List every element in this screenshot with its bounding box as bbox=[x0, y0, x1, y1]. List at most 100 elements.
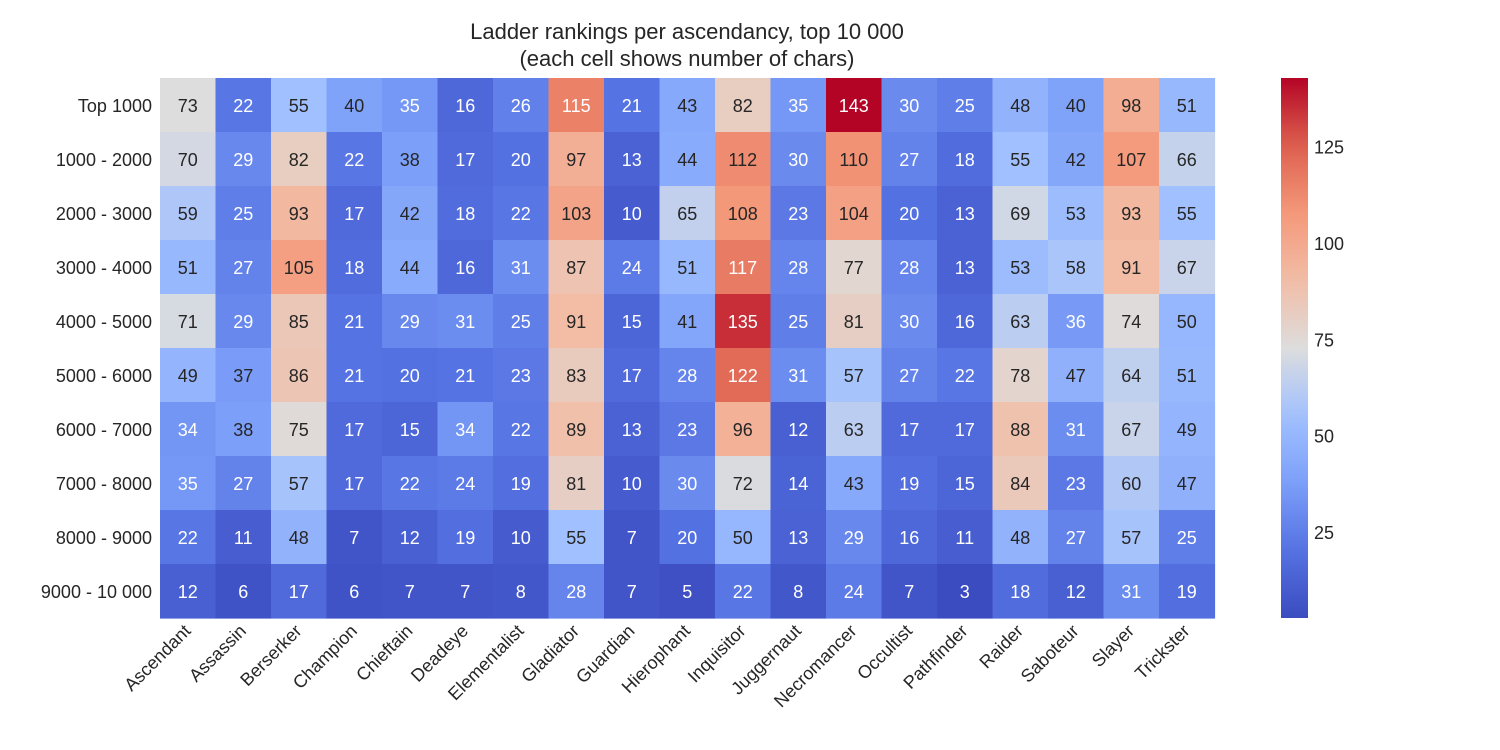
x-tick-label: Raider bbox=[975, 621, 1027, 673]
heatmap-cell bbox=[1103, 294, 1160, 349]
heatmap-cell bbox=[1159, 402, 1216, 457]
cell-value-label: 11 bbox=[234, 528, 253, 548]
cell-value-label: 44 bbox=[400, 258, 420, 278]
heatmap-cell bbox=[215, 294, 272, 349]
cell-value-label: 51 bbox=[677, 258, 697, 278]
heatmap-cell bbox=[1159, 348, 1216, 403]
heatmap-cell bbox=[1159, 456, 1216, 511]
cell-value-label: 63 bbox=[1010, 312, 1030, 332]
heatmap-cell bbox=[715, 78, 772, 133]
cell-value-label: 22 bbox=[400, 474, 420, 494]
heatmap-cell bbox=[160, 78, 217, 133]
cell-value-label: 104 bbox=[839, 204, 869, 224]
cell-value-label: 47 bbox=[1177, 474, 1197, 494]
heatmap-cell bbox=[770, 78, 827, 133]
cell-value-label: 11 bbox=[955, 528, 974, 548]
cell-value-label: 98 bbox=[1121, 96, 1141, 116]
cell-value-label: 89 bbox=[566, 420, 586, 440]
cell-value-label: 17 bbox=[344, 204, 364, 224]
cell-value-label: 27 bbox=[899, 150, 919, 170]
cell-value-label: 93 bbox=[1121, 204, 1141, 224]
cell-value-label: 19 bbox=[511, 474, 531, 494]
cell-value-label: 18 bbox=[344, 258, 364, 278]
heatmap-cell bbox=[1048, 186, 1105, 241]
heatmap-cell bbox=[1159, 132, 1216, 187]
cell-value-label: 18 bbox=[955, 150, 975, 170]
heatmap-cell bbox=[826, 186, 883, 241]
cell-value-label: 43 bbox=[677, 96, 697, 116]
heatmap-cell bbox=[493, 456, 550, 511]
heatmap-cell bbox=[992, 240, 1049, 295]
cell-value-label: 57 bbox=[289, 474, 309, 494]
heatmap-cell bbox=[437, 456, 494, 511]
cell-value-label: 117 bbox=[728, 258, 757, 278]
heatmap-cell bbox=[1048, 78, 1105, 133]
heatmap-cell bbox=[382, 348, 439, 403]
heatmap-cell bbox=[1103, 186, 1160, 241]
colorbar bbox=[1281, 78, 1308, 618]
heatmap-cell bbox=[1159, 510, 1216, 565]
cell-value-label: 71 bbox=[178, 312, 198, 332]
heatmap-cell bbox=[493, 564, 550, 619]
heatmap-cell bbox=[493, 402, 550, 457]
y-tick-label: 7000 - 8000 bbox=[56, 474, 152, 494]
heatmap-cell bbox=[992, 132, 1049, 187]
heatmap-cell bbox=[992, 348, 1049, 403]
cell-value-label: 31 bbox=[1066, 420, 1086, 440]
cell-value-label: 57 bbox=[844, 366, 864, 386]
cell-value-label: 110 bbox=[839, 150, 868, 170]
heatmap-cell bbox=[326, 132, 383, 187]
heatmap-cell bbox=[992, 402, 1049, 457]
heatmap-cell bbox=[826, 132, 883, 187]
cell-value-label: 27 bbox=[233, 258, 253, 278]
heatmap-cell bbox=[604, 402, 661, 457]
cell-value-label: 8 bbox=[793, 582, 803, 602]
cell-value-label: 66 bbox=[1177, 150, 1197, 170]
heatmap-cell bbox=[659, 456, 716, 511]
cell-value-label: 30 bbox=[899, 96, 919, 116]
x-tick-label: Trickster bbox=[1131, 621, 1193, 683]
cell-value-label: 35 bbox=[400, 96, 420, 116]
heatmap-cell bbox=[382, 132, 439, 187]
heatmap-cell bbox=[826, 348, 883, 403]
heatmap-cell bbox=[160, 510, 217, 565]
heatmap-cell bbox=[770, 402, 827, 457]
heatmap-cell bbox=[493, 348, 550, 403]
cell-value-label: 28 bbox=[788, 258, 808, 278]
heatmap-cell bbox=[271, 294, 328, 349]
cell-value-label: 20 bbox=[899, 204, 919, 224]
heatmap-cell bbox=[548, 294, 605, 349]
cell-value-label: 55 bbox=[1010, 150, 1030, 170]
cell-value-label: 82 bbox=[733, 96, 753, 116]
cell-value-label: 34 bbox=[178, 420, 198, 440]
cell-value-label: 51 bbox=[178, 258, 198, 278]
heatmap-cell bbox=[271, 402, 328, 457]
cell-value-label: 24 bbox=[455, 474, 475, 494]
cell-value-label: 91 bbox=[1121, 258, 1141, 278]
heatmap-cell bbox=[493, 132, 550, 187]
heatmap-cell bbox=[382, 510, 439, 565]
cell-value-label: 57 bbox=[1121, 528, 1141, 548]
heatmap-cell bbox=[881, 132, 938, 187]
cell-value-label: 40 bbox=[1066, 96, 1086, 116]
heatmap-cell bbox=[160, 186, 217, 241]
heatmap-cell bbox=[548, 402, 605, 457]
heatmap-cell bbox=[659, 240, 716, 295]
cell-value-label: 42 bbox=[1066, 150, 1086, 170]
cell-value-label: 20 bbox=[511, 150, 531, 170]
cell-value-label: 27 bbox=[233, 474, 253, 494]
cell-value-label: 25 bbox=[788, 312, 808, 332]
cell-value-label: 8 bbox=[516, 582, 526, 602]
cell-value-label: 6 bbox=[238, 582, 248, 602]
heatmap-cell bbox=[770, 564, 827, 619]
heatmap-cell bbox=[160, 402, 217, 457]
cell-value-label: 96 bbox=[733, 420, 753, 440]
cell-value-label: 16 bbox=[899, 528, 919, 548]
heatmap-cell bbox=[604, 456, 661, 511]
heatmap-cell bbox=[659, 186, 716, 241]
cell-value-label: 22 bbox=[233, 96, 253, 116]
cell-value-label: 23 bbox=[788, 204, 808, 224]
cell-value-label: 19 bbox=[899, 474, 919, 494]
heatmap-cell bbox=[160, 294, 217, 349]
heatmap-cell bbox=[271, 132, 328, 187]
